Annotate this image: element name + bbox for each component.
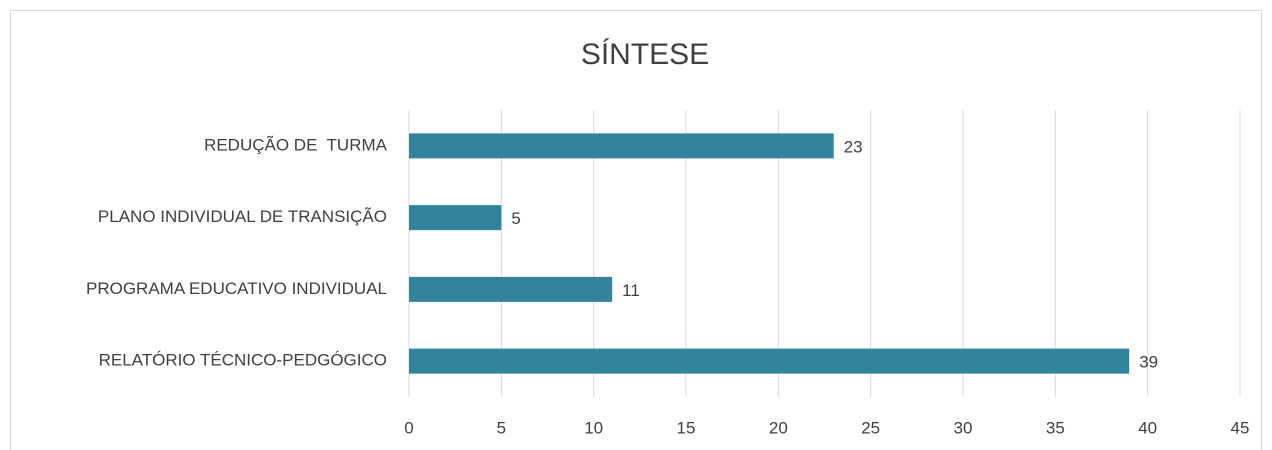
x-tick-label: 45 [1231, 418, 1250, 437]
chart-title: SÍNTESE [581, 38, 709, 71]
x-tick-label: 20 [769, 418, 788, 437]
data-label: 11 [622, 281, 640, 300]
x-tick-label: 35 [1046, 418, 1065, 437]
x-tick-label: 5 [497, 418, 506, 437]
data-label: 39 [1139, 353, 1158, 372]
y-tick-label: PROGRAMA EDUCATIVO INDIVIDUAL [86, 279, 387, 298]
data-label: 23 [844, 137, 863, 156]
y-tick-label: REDUÇÃO DE TURMA [204, 135, 388, 154]
x-tick-label: 0 [404, 418, 413, 437]
x-tick-label: 10 [584, 418, 603, 437]
bar [409, 276, 613, 302]
x-tick-label: 25 [861, 418, 880, 437]
x-tick-label: 30 [954, 418, 973, 437]
bar [409, 348, 1130, 374]
y-tick-label: PLANO INDIVIDUAL DE TRANSIÇÃO [98, 207, 387, 226]
bar [409, 133, 834, 159]
y-tick-label: RELATÓRIO TÉCNICO-PEDGÓGICO [99, 351, 387, 370]
bar [409, 205, 502, 231]
chart-border [10, 10, 1262, 450]
data-label: 5 [511, 209, 520, 228]
x-tick-label: 15 [677, 418, 696, 437]
x-tick-label: 40 [1138, 418, 1157, 437]
